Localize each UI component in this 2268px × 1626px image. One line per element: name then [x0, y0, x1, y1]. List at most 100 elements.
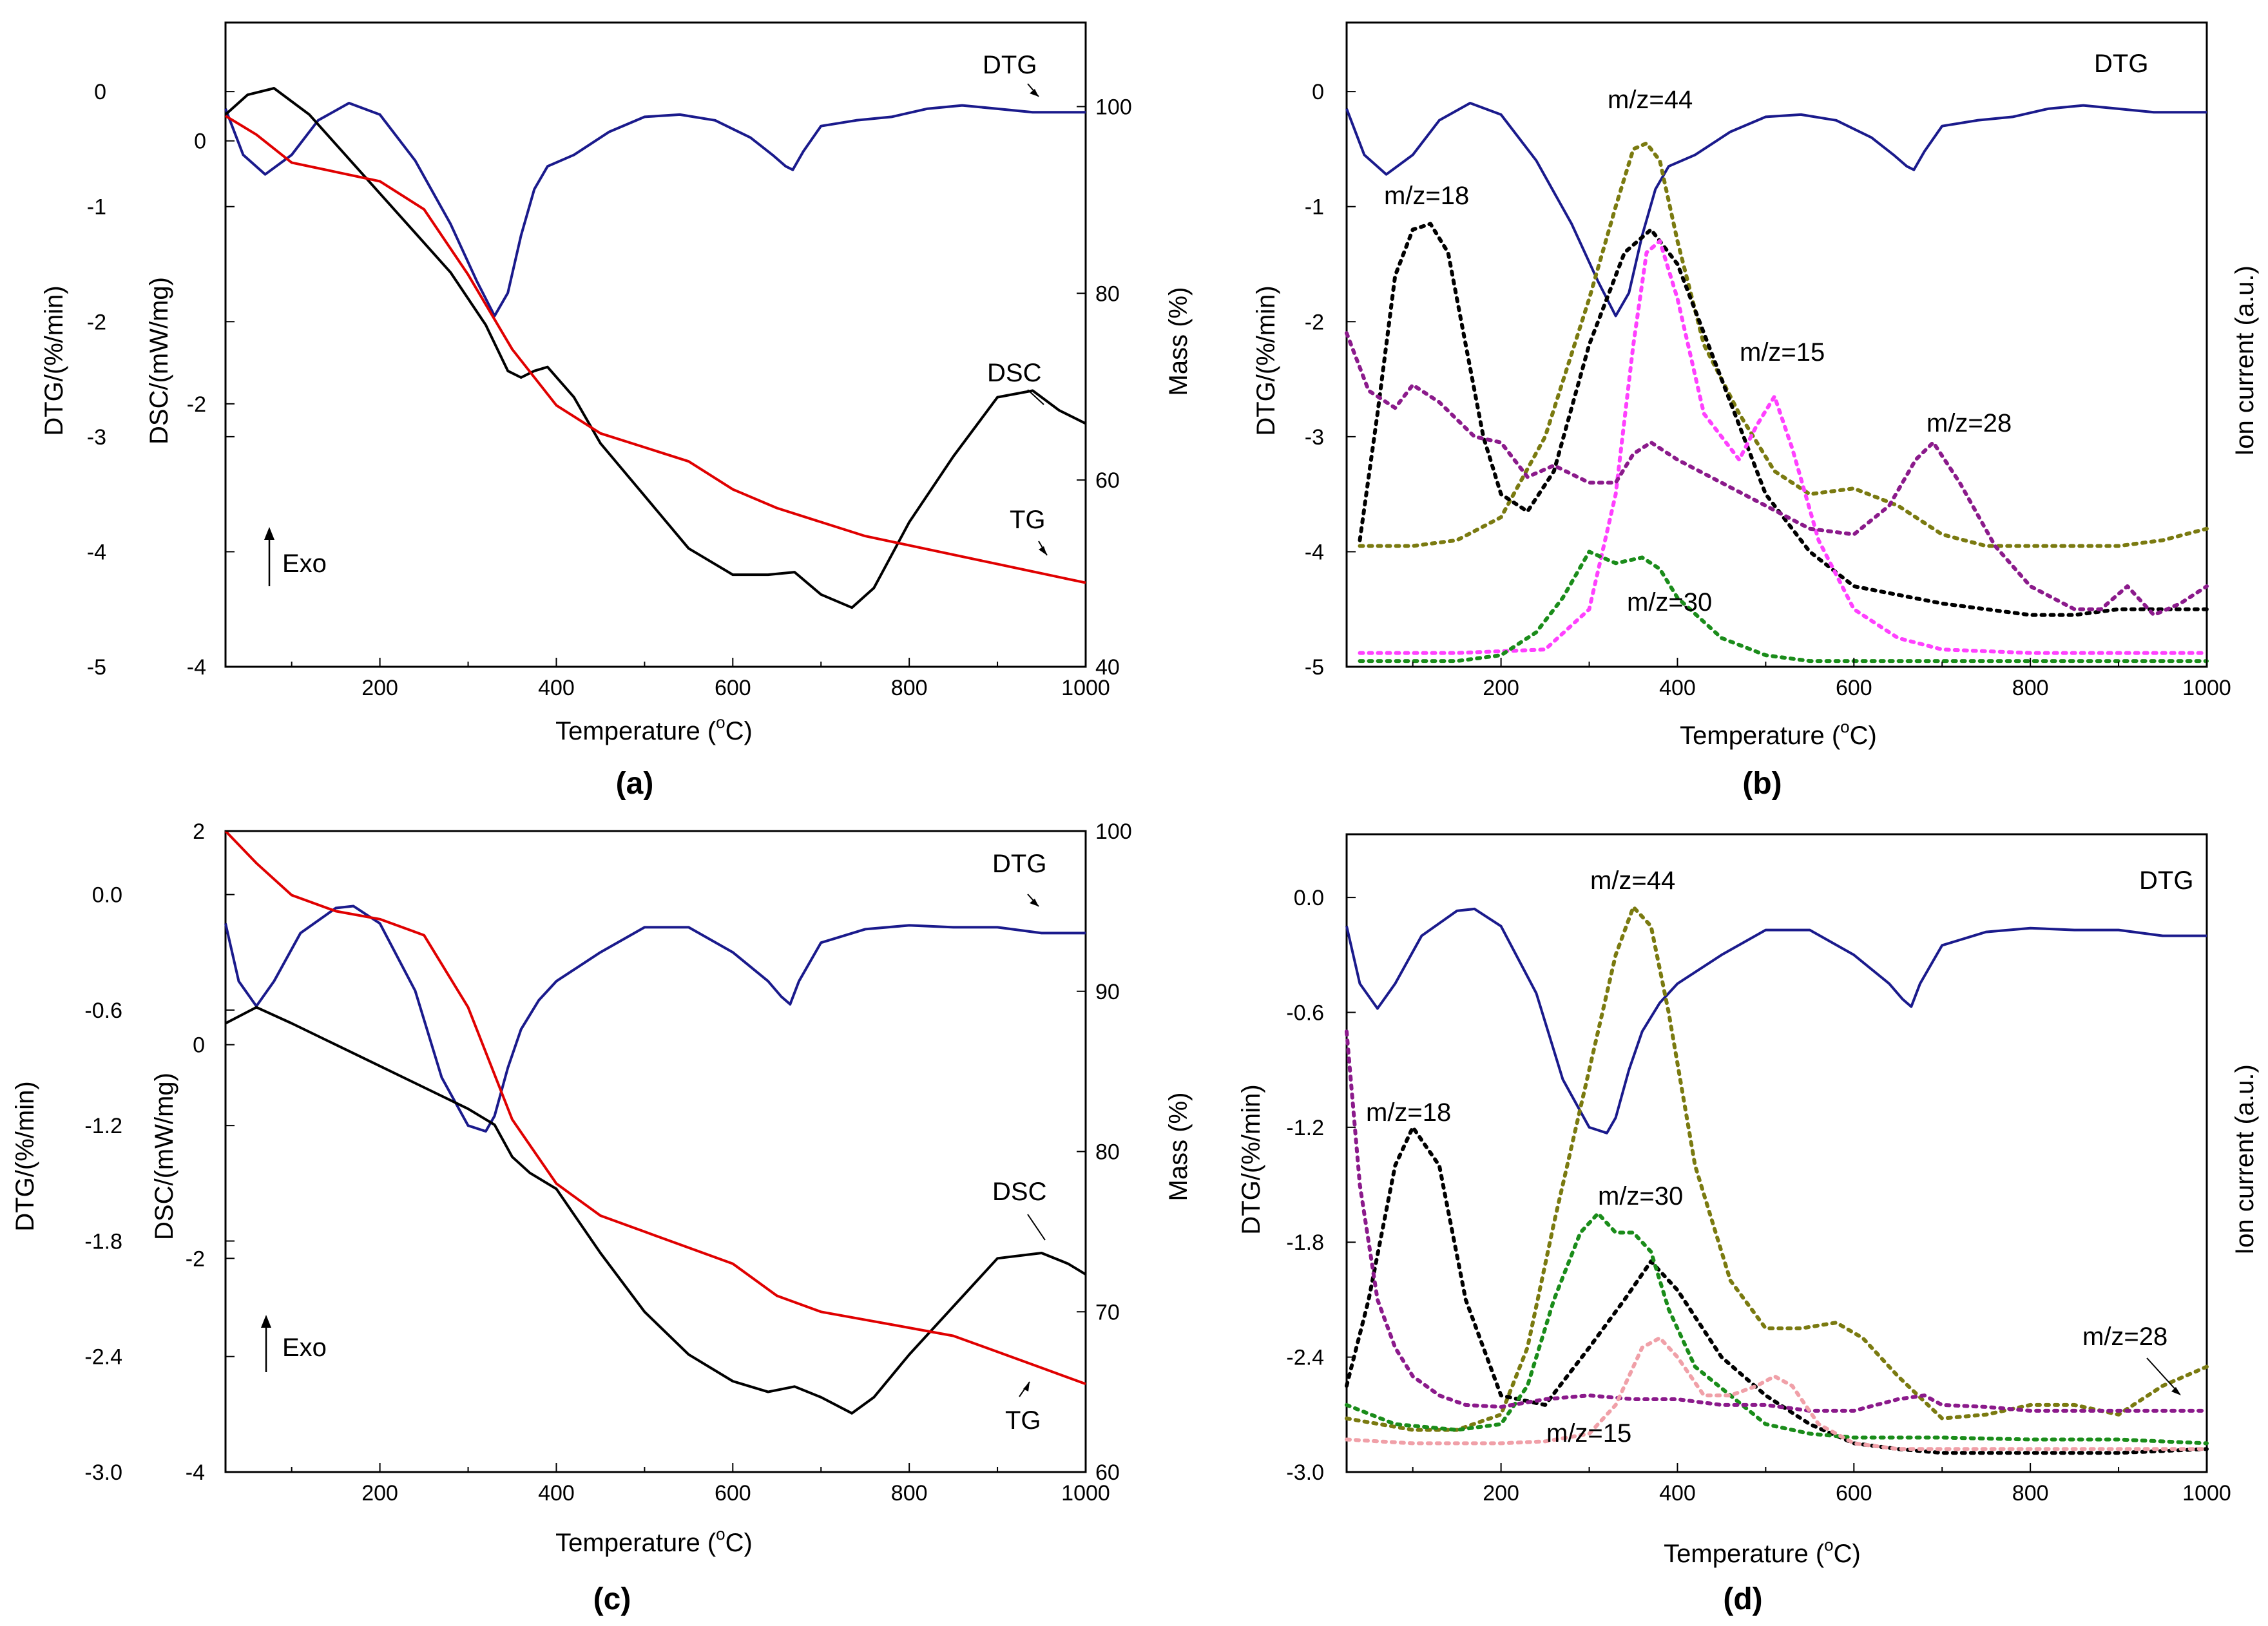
- y-tick-label: -3: [87, 425, 106, 450]
- x-axis-label-text: Temperature (: [1664, 1540, 1825, 1568]
- series-dtg: [224, 102, 1086, 318]
- x-tick-label: 600: [1836, 676, 1872, 700]
- mass-axis-label: Mass (%): [1164, 1093, 1193, 1201]
- annotation-mz44: m/z=44: [1608, 86, 1693, 114]
- x-tick-label: 600: [715, 1481, 751, 1506]
- annotation-mz15: m/z=15: [1546, 1419, 1631, 1448]
- y-tick-label: 90: [1095, 980, 1120, 1004]
- x-tick-label: 800: [891, 1481, 928, 1506]
- panel-c: 200 400 600 800 1000 0.0 -0.6 -1.2 -1.8 -2.4 -3.0…: [11, 819, 1193, 1616]
- series-m-z-18: [1345, 1125, 2209, 1455]
- series-m-z-28: [1345, 331, 2209, 617]
- x-tick-label: 1000: [1061, 676, 1110, 700]
- annotation-mz18: m/z=18: [1366, 1098, 1451, 1127]
- x-tick-label: 600: [715, 676, 751, 700]
- axis-mass-ticks: 100 90 80 70 60: [1077, 819, 1132, 1485]
- series-m-z-28: [1345, 1029, 2209, 1413]
- y-tick-label: 0.0: [1294, 886, 1324, 910]
- series-dtg: [1345, 907, 2207, 1134]
- panel-label: (b): [1742, 767, 1782, 801]
- y-tick-label: 40: [1095, 655, 1120, 680]
- x-tick-label: 200: [1483, 1481, 1519, 1506]
- dsc-axis-label: DSC/(mW/mg): [150, 1073, 178, 1240]
- annotation-arrowhead: [1030, 899, 1039, 906]
- x-tick-label: 800: [891, 676, 928, 700]
- x-axis-label: Temperature (oC): [555, 713, 753, 745]
- x-ticks: 200 400 600 800 1000: [1412, 1463, 2231, 1506]
- axis-dtg-ticks: 0 -1 -2 -3 -4 -5: [87, 80, 235, 680]
- ion-current-axis-label: Ion current (a.u.): [2231, 265, 2259, 456]
- y-tick-label: 2: [193, 819, 205, 844]
- x-axis-label: Temperature (oC): [1680, 717, 1877, 750]
- axis-dtg-ticks: 0.0 -0.6 -1.2 -1.8 -2.4 -3.0: [84, 883, 235, 1485]
- y-tick-label: 0: [194, 129, 206, 154]
- x-ticks: 200 400 600 800 1000: [291, 1463, 1110, 1506]
- annotation-dtg: DTG: [992, 850, 1046, 878]
- axis-mass-ticks: 100 80 60 40: [1077, 95, 1132, 680]
- x-ticks: 200 400 600 800 1000: [1412, 658, 2231, 700]
- y-tick-label: 0.0: [92, 883, 122, 908]
- dtg-axis-label: DTG/(%/min): [1252, 285, 1280, 435]
- y-tick-label: -0.6: [84, 999, 122, 1023]
- mass-axis-label: Mass (%): [1164, 287, 1193, 396]
- y-tick-label: -5: [87, 655, 106, 680]
- y-tick-label: -2: [1305, 310, 1324, 334]
- y-tick-label: -3.0: [84, 1460, 122, 1485]
- annotation-dsc: DSC: [987, 359, 1041, 387]
- x-tick-label: 400: [538, 1481, 575, 1506]
- exo-arrowhead: [264, 527, 274, 540]
- annotation-mz44: m/z=44: [1590, 866, 1675, 895]
- series-dsc: [225, 1006, 1087, 1415]
- y-tick-label: 0: [94, 80, 106, 104]
- annotation-arrow: [1027, 389, 1044, 405]
- y-tick-label: -1.8: [1286, 1230, 1324, 1255]
- series-dtg: [224, 904, 1086, 1133]
- x-axis-label-text: Temperature (: [555, 717, 716, 745]
- series-m-z-30: [1358, 550, 2209, 664]
- y-tick-label: -2.4: [84, 1345, 122, 1370]
- y-tick-label: -1: [87, 195, 106, 220]
- dtg-axis-label: DTG/(%/min): [11, 1081, 39, 1231]
- y-tick-label: -1.8: [84, 1229, 122, 1254]
- axis-dsc-ticks: 0 -2 -4: [187, 129, 235, 680]
- axis-dtg-ticks: 0 -1 -2 -3 -4 -5: [1305, 80, 1356, 680]
- panel-b: 200 400 600 800 1000 0 -1 -2 -3 -4 -5 DTG/(%/min)…: [1252, 21, 2259, 801]
- annotation-tg: TG: [1005, 1406, 1041, 1435]
- y-tick-label: -4: [187, 655, 206, 680]
- plot-frame: [1345, 21, 2208, 668]
- y-tick-label: -5: [1305, 655, 1324, 680]
- series-group: [1345, 102, 2209, 664]
- x-axis-label-unit: C): [726, 1529, 753, 1557]
- x-axis-label-unit: C): [1834, 1540, 1861, 1568]
- annotation-mz30: m/z=30: [1627, 588, 1712, 617]
- annotation-arrowhead: [1023, 1382, 1030, 1392]
- series-group: [224, 87, 1086, 609]
- x-axis-label-text: Temperature (: [1680, 722, 1841, 750]
- x-ticks: 200 400 600 800 1000: [291, 658, 1110, 700]
- y-tick-label: -2: [87, 310, 106, 334]
- annotation-mz30: m/z=30: [1598, 1182, 1683, 1210]
- x-tick-label: 600: [1836, 1481, 1872, 1506]
- y-tick-label: -4: [87, 540, 106, 564]
- axis-dsc-ticks: 2 0 -2 -4: [186, 819, 235, 1485]
- y-tick-label: -3: [1305, 425, 1324, 450]
- x-tick-label: 1000: [1061, 1481, 1110, 1506]
- panel-label: (c): [593, 1582, 631, 1616]
- x-tick-label: 200: [361, 676, 398, 700]
- y-tick-label: -3.0: [1286, 1460, 1324, 1485]
- y-tick-label: -1: [1305, 195, 1324, 220]
- x-tick-label: 200: [361, 1481, 398, 1506]
- axis-dtg-ticks: 0.0 -0.6 -1.2 -1.8 -2.4 -3.0: [1286, 886, 1356, 1485]
- degree-sign: o: [716, 1524, 725, 1544]
- annotation-mz15: m/z=15: [1740, 338, 1825, 367]
- panel-d: 200 400 600 800 1000 0.0 -0.6 -1.2 -1.8 -2.4 -3.0…: [1237, 833, 2259, 1616]
- dtg-axis-label: DTG/(%/min): [1237, 1084, 1265, 1234]
- series-m-z-15: [1345, 1335, 2209, 1451]
- panel-a: 200 400 600 800 1000 0 -1 -2 -3 -4 -5 0 -2 -4 100 80…: [40, 21, 1193, 801]
- x-tick-label: 800: [2012, 676, 2049, 700]
- annotation-mz28: m/z=28: [2082, 1323, 2167, 1351]
- series-tg: [224, 115, 1086, 584]
- y-tick-label: -1.2: [84, 1114, 122, 1138]
- x-tick-label: 400: [538, 676, 575, 700]
- annotation-mz28: m/z=28: [1927, 409, 2012, 437]
